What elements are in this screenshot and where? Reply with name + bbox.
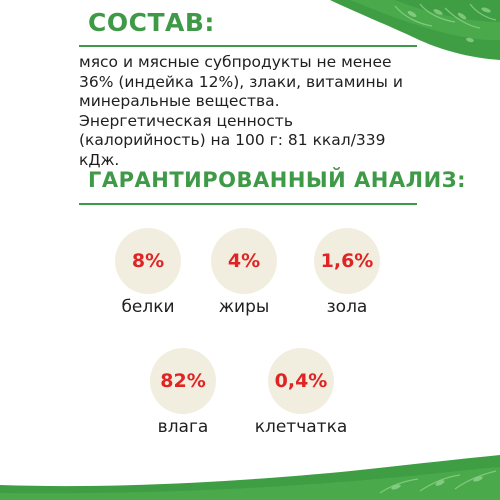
analysis-title: ГАРАНТИРОВАННЫЙ АНАЛИЗ: <box>88 168 466 192</box>
analysis-value: 1,6% <box>320 250 374 272</box>
analysis-label: клетчатка <box>254 417 348 437</box>
leaf-decoration-top <box>330 0 500 60</box>
analysis-label: зола <box>326 297 368 317</box>
composition-line: Энергетическая ценность <box>79 111 293 130</box>
composition-title: СОСТАВ: <box>88 8 215 37</box>
analysis-label: влага <box>157 417 209 437</box>
analysis-item-fiber: 0,4% клетчатка <box>248 348 358 458</box>
value-circle: 1,6% <box>314 228 380 294</box>
analysis-value: 0,4% <box>274 370 328 392</box>
value-circle: 8% <box>115 228 181 294</box>
analysis-item-protein: 8% белки <box>95 228 205 338</box>
analysis-label: жиры <box>218 297 270 317</box>
value-circle: 0,4% <box>268 348 334 414</box>
composition-title-underline <box>79 45 417 47</box>
value-circle: 4% <box>211 228 277 294</box>
composition-line: мясо и мясные субпродукты не менее <box>79 53 392 71</box>
analysis-item-fat: 4% жиры <box>191 228 301 338</box>
analysis-title-underline <box>79 203 417 205</box>
composition-text: мясо и мясные субпродукты не менее 36% (… <box>79 53 429 171</box>
analysis-value: 82% <box>160 370 206 392</box>
analysis-label: белки <box>121 297 175 317</box>
analysis-value: 8% <box>131 250 165 272</box>
analysis-value: 4% <box>227 250 261 272</box>
composition-line: минеральные вещества. <box>79 92 280 111</box>
composition-line: 36% (индейка 12%), злаки, витамины и <box>79 72 403 91</box>
analysis-item-moisture: 82% влага <box>130 348 240 458</box>
leaf-decoration-bottom <box>0 455 500 500</box>
analysis-item-ash: 1,6% зола <box>294 228 404 338</box>
composition-line: (калорийность) на 100 г: 81 ккал/339 кДж… <box>79 131 386 169</box>
value-circle: 82% <box>150 348 216 414</box>
